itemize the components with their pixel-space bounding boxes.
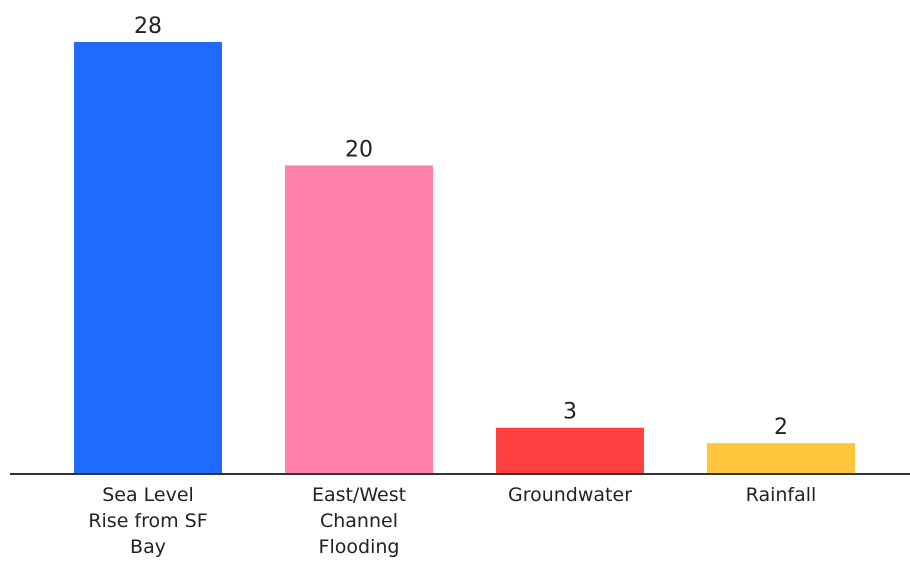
bar-2	[496, 427, 644, 474]
category-label-0: Sea Level Rise from SF Bay	[88, 484, 207, 558]
value-label-0: 28	[134, 14, 162, 39]
bars-group	[74, 42, 855, 474]
category-label-3-line-0: Rainfall	[746, 484, 817, 506]
category-labels-group: Sea Level Rise from SF Bay East/West Channel…	[88, 484, 816, 558]
category-label-1: East/West Channel Flooding	[312, 484, 406, 558]
bar-0	[74, 42, 222, 474]
category-label-2-line-0: Groundwater	[508, 484, 632, 506]
value-label-2: 3	[563, 400, 577, 425]
category-label-1-line-2: Flooding	[319, 536, 400, 558]
value-label-1: 20	[345, 137, 373, 162]
category-label-1-line-1: Channel	[320, 510, 398, 532]
category-label-0-line-2: Bay	[130, 536, 166, 558]
category-label-3: Rainfall	[746, 484, 817, 506]
bar-1	[285, 165, 433, 474]
bar-3	[707, 443, 855, 474]
category-label-1-line-0: East/West	[312, 484, 406, 506]
category-label-0-line-0: Sea Level	[102, 484, 194, 506]
value-label-3: 2	[774, 415, 788, 440]
category-label-0-line-1: Rise from SF	[88, 510, 207, 532]
category-label-2: Groundwater	[508, 484, 632, 506]
value-labels-group: 28 20 3 2	[134, 14, 788, 440]
